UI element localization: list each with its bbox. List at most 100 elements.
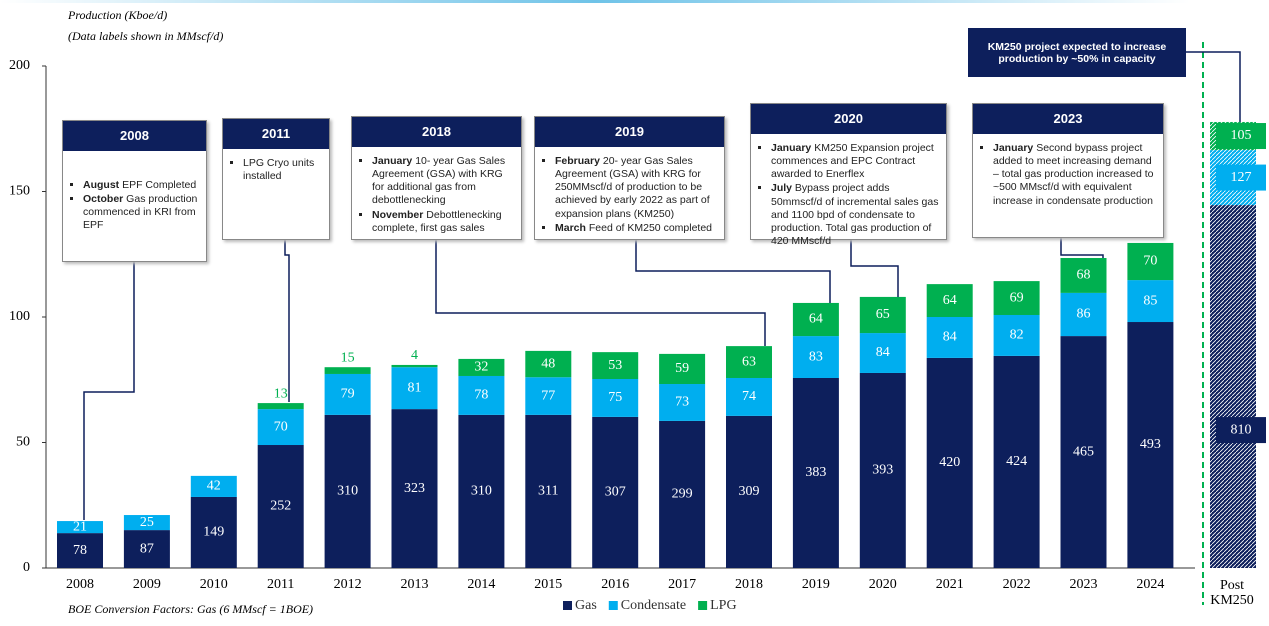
- annotation-item: January Second bypass project added to m…: [993, 142, 1157, 208]
- data-label: 310: [337, 484, 358, 499]
- data-label: 69: [1010, 290, 1024, 305]
- subtitle: (Data labels shown in MMscf/d): [68, 29, 223, 43]
- annotation-list: January KM250 Expansion project commence…: [757, 142, 940, 248]
- legend-swatch: [698, 601, 708, 610]
- data-label: 59: [675, 361, 689, 376]
- x-tick-label: 2013: [401, 577, 429, 592]
- annotation-lead: November: [372, 208, 424, 221]
- bar-segment: [458, 414, 505, 568]
- bar-segment: [525, 377, 572, 415]
- annotation-item: February 20- year Gas Sales Agreement (G…: [555, 155, 718, 221]
- x-tick-label: 2023: [1070, 577, 1098, 592]
- annotation-list: January Second bypass project added to m…: [979, 142, 1157, 208]
- bar-segment: [324, 373, 371, 415]
- data-label: 149: [203, 525, 224, 540]
- annotation-item: March Feed of KM250 completed: [555, 222, 718, 235]
- data-label: 299: [672, 487, 693, 502]
- data-label: 87: [140, 541, 154, 556]
- annotation-lead: July: [771, 182, 793, 195]
- data-label: 810: [1231, 422, 1252, 437]
- annotation-list: January 10- year Gas Sales Agreement (GS…: [358, 155, 515, 235]
- bar-segment: [993, 314, 1040, 356]
- x-tick-label: 2018: [735, 577, 763, 592]
- data-label: 13: [274, 386, 288, 401]
- connector: [1060, 238, 1104, 258]
- annotation-year: 2018: [352, 117, 521, 147]
- bar-segment: [659, 384, 706, 421]
- data-label: 25: [140, 515, 154, 530]
- annotation-text: Gas production commenced in KRI from EPF: [83, 193, 198, 232]
- x-tick-label: 2020: [869, 577, 897, 592]
- annotation-text: KM250 Expansion project commences and EP…: [771, 142, 934, 181]
- data-label: 82: [1010, 328, 1024, 343]
- annotation-box: 2019 February 20- year Gas Sales Agreemen…: [534, 116, 725, 240]
- bar-segment: [525, 350, 572, 378]
- bar-segment: [792, 302, 839, 337]
- y-tick-label: 0: [23, 560, 30, 575]
- data-label: 70: [274, 419, 288, 434]
- data-label: 77: [541, 388, 555, 403]
- data-label: 21: [73, 519, 87, 534]
- top-rule: [0, 0, 1190, 3]
- data-label: 311: [538, 484, 558, 499]
- bar-segment: [859, 296, 906, 334]
- data-label: 86: [1077, 307, 1091, 322]
- annotation-item: August EPF Completed: [83, 179, 200, 192]
- annotation-item: January 10- year Gas Sales Agreement (GS…: [372, 155, 515, 208]
- x-tick-label: 2008: [66, 577, 94, 592]
- data-label: 81: [408, 380, 422, 395]
- bar-segment: [859, 333, 906, 373]
- bar-segment: [993, 355, 1040, 568]
- y-tick-label: 200: [9, 58, 30, 73]
- data-label: 252: [270, 499, 291, 514]
- bar-segment: [1127, 242, 1174, 281]
- bar-segment: [257, 409, 304, 446]
- label-box: [1216, 164, 1266, 191]
- bar-segment: [1060, 292, 1107, 337]
- bar-segment: [1060, 258, 1107, 293]
- data-label: 48: [541, 356, 555, 371]
- data-label: 79: [341, 387, 355, 402]
- x-tick-label: 2009: [133, 577, 161, 592]
- connector: [284, 240, 290, 402]
- x-tick-label: 2012: [334, 577, 362, 592]
- connector: [635, 240, 831, 303]
- data-label: 105: [1231, 128, 1252, 143]
- bar-segment: [926, 357, 973, 568]
- x-tick-label: 2021: [936, 577, 964, 592]
- bar-segment: [993, 281, 1040, 315]
- data-label: 53: [608, 358, 622, 373]
- bar-segment: [726, 415, 772, 568]
- bar-segment: [1210, 205, 1256, 568]
- annotation-item: July Bypass project adds 50mmscf/d of in…: [771, 182, 940, 248]
- bar-segment: [257, 445, 304, 568]
- y-tick-label: 50: [16, 435, 30, 450]
- annotation-lead: February: [555, 155, 600, 167]
- axis-label: Production (Kboe/d): [67, 8, 167, 22]
- bar-segment: [726, 377, 772, 416]
- annotation-text: Bypass project adds 50mmscf/d of increme…: [771, 182, 939, 247]
- annotation-text: EPF Completed: [119, 179, 197, 191]
- x-tick-label: 2022: [1003, 577, 1031, 592]
- data-label: 83: [809, 349, 823, 364]
- annotation-year: 2008: [63, 121, 206, 151]
- bar-segment: [1127, 322, 1174, 568]
- annotation-lead: January: [372, 155, 413, 167]
- data-label: 465: [1073, 444, 1094, 459]
- data-label: 84: [876, 345, 890, 360]
- annotation-lead: January: [993, 142, 1034, 154]
- data-label: 84: [943, 330, 957, 345]
- annotation-text: 20- year Gas Sales Agreement (GSA) with …: [555, 155, 710, 220]
- connector: [850, 240, 899, 297]
- data-label: 64: [809, 312, 823, 327]
- bar-segment: [525, 414, 572, 568]
- annotation-lead: January: [771, 142, 812, 154]
- data-label: 78: [474, 388, 488, 403]
- legend-swatch: [563, 601, 572, 610]
- x-tick-label: 2010: [200, 577, 228, 592]
- footnote: BOE Conversion Factors: Gas (6 MMscf = 1…: [68, 602, 313, 616]
- annotation-box: 2020 January KM250 Expansion project comm…: [750, 103, 947, 247]
- annotation-box: 2023 January Second bypass project added …: [972, 103, 1164, 238]
- data-label: 493: [1140, 437, 1161, 452]
